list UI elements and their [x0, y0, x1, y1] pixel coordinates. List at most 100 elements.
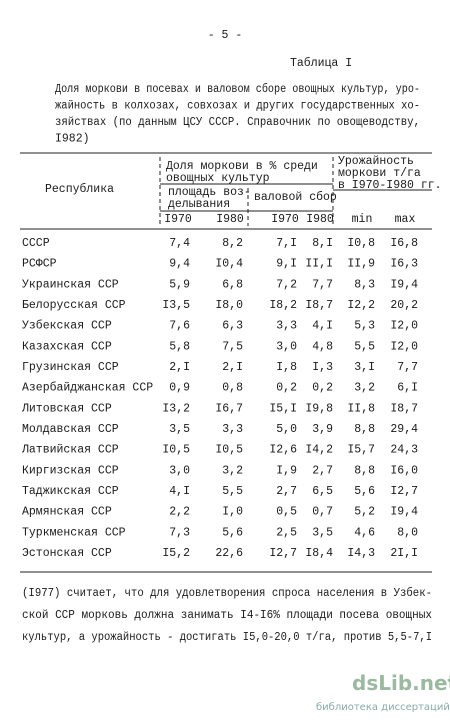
table-body: СССР 7,4 8,2 7,I 8,I I0,8 I6,8 РСФСР 9,4 I0,4 9,I I…: [21, 237, 418, 560]
cell: 0,5: [276, 506, 297, 519]
cell: 6,3: [222, 320, 243, 333]
cell: I0,4: [215, 258, 243, 271]
caption-line: зяйствах (по данным ЦСУ СССР. Справочник…: [55, 116, 420, 129]
cell: I5,7: [347, 444, 375, 457]
cell: 0,9: [169, 382, 190, 395]
cell: 7,7: [397, 361, 418, 374]
cell: I,9: [276, 464, 297, 477]
cell: I8,0: [215, 299, 243, 312]
cell: I2,2: [347, 299, 375, 312]
header-cell: I980: [306, 213, 334, 226]
row-label: Таджикская ССР: [22, 485, 119, 498]
cell: 2,5: [276, 526, 297, 539]
cell: I3,5: [162, 299, 190, 312]
row-label: СССР: [22, 237, 50, 250]
cell: I2,7: [269, 547, 297, 560]
cell: 8,8: [354, 464, 375, 477]
header-cell: I980: [216, 213, 244, 226]
cell: 7,4: [169, 237, 190, 250]
row-label: Казахская ССР: [22, 340, 112, 353]
cell: 3,9: [312, 423, 333, 436]
cell: I5,I: [269, 402, 297, 415]
cell: 2,7: [276, 485, 297, 498]
header-cell: моркови т/га: [338, 167, 421, 180]
cell: 3,3: [276, 320, 297, 333]
cell: 5,5: [354, 340, 375, 353]
cell: I2,0: [390, 340, 418, 353]
cell: 2,7: [312, 464, 333, 477]
cell: 3,3: [222, 423, 243, 436]
watermark-logo: dsLib.net: [352, 671, 450, 695]
cell: I0,5: [215, 444, 243, 457]
footer-line: культур, а урожайность - достигать I5,0-…: [22, 631, 432, 644]
cell: 3,2: [354, 382, 375, 395]
row-label: Украинская ССР: [22, 278, 119, 291]
cell: 5,8: [169, 340, 190, 353]
cell: 0,2: [312, 382, 333, 395]
cell: 5,6: [222, 526, 243, 539]
row-label: Латвийская ССР: [21, 444, 119, 457]
footer-text: (I977) считает, что для удовлетворения с…: [22, 587, 432, 644]
cell: I9,4: [390, 278, 418, 291]
cell: I0,8: [347, 237, 375, 250]
cell: I9,4: [390, 506, 418, 519]
cell: I3,2: [162, 402, 190, 415]
cell: 2I,I: [390, 547, 418, 560]
watermark-tagline: библиотека диссертаций: [316, 702, 450, 713]
cell: 0,8: [222, 382, 243, 395]
footer-line: ской ССР морковь должна занимать I4-I6% …: [22, 609, 432, 622]
cell: 8,2: [222, 237, 243, 250]
cell: I,3: [312, 361, 333, 374]
cell: I8,4: [305, 547, 333, 560]
cell: 9,I: [276, 258, 297, 271]
cell: 0,2: [276, 382, 297, 395]
cell: I6,8: [390, 237, 418, 250]
cell: 3,5: [169, 423, 190, 436]
cell: 5,0: [276, 423, 297, 436]
row-label: РСФСР: [22, 258, 57, 271]
cell: 3,0: [276, 340, 297, 353]
cell: 7,2: [276, 278, 297, 291]
cell: 7,6: [169, 320, 190, 333]
header-cell: валовой сбор: [254, 191, 337, 204]
cell: 5,2: [354, 506, 375, 519]
cell: I6,0: [390, 464, 418, 477]
caption-line: Доля моркови в посевах и валовом сборе о…: [55, 83, 420, 96]
row-label: Литовская ССР: [21, 402, 112, 415]
cell: 3,5: [312, 526, 333, 539]
header-cell: делывания: [168, 198, 230, 211]
cell: 5,5: [222, 485, 243, 498]
cell: 6,I: [397, 382, 418, 395]
cell: 24,3: [390, 444, 418, 457]
cell: I6,3: [390, 258, 418, 271]
cell: I4,3: [347, 547, 375, 560]
cell: I8,7: [305, 299, 333, 312]
cell: I2,7: [390, 485, 418, 498]
cell: I2,6: [269, 444, 297, 457]
row-label: Туркменская ССР: [22, 526, 126, 539]
cell: 4,I: [312, 320, 333, 333]
cell: I8,7: [390, 402, 418, 415]
header-cell: в I970-I980 гг.: [338, 179, 442, 192]
cell: I5,2: [162, 547, 190, 560]
cell: I,0: [222, 506, 243, 519]
cell: 8,0: [397, 526, 418, 539]
cell: 4,I: [169, 485, 190, 498]
cell: 3,I: [354, 361, 375, 374]
row-label: Молдавская ССР: [22, 423, 119, 436]
row-label: Грузинская ССР: [22, 361, 119, 374]
cell: 5,9: [169, 278, 190, 291]
cell: II,8: [347, 402, 375, 415]
cell: 4,6: [354, 526, 375, 539]
cell: I6,7: [215, 402, 243, 415]
cell: 7,7: [312, 278, 333, 291]
row-label: Армянская ССР: [22, 506, 112, 519]
caption-line: I982): [55, 133, 90, 146]
header-cell: овощных культур: [166, 172, 270, 185]
cell: 8,3: [354, 278, 375, 291]
cell: I9,8: [305, 402, 333, 415]
header-cell: I970: [271, 213, 299, 226]
header-cell: min: [352, 213, 373, 226]
cell: 8,I: [312, 237, 333, 250]
header-cell: площадь воз-: [168, 186, 251, 199]
